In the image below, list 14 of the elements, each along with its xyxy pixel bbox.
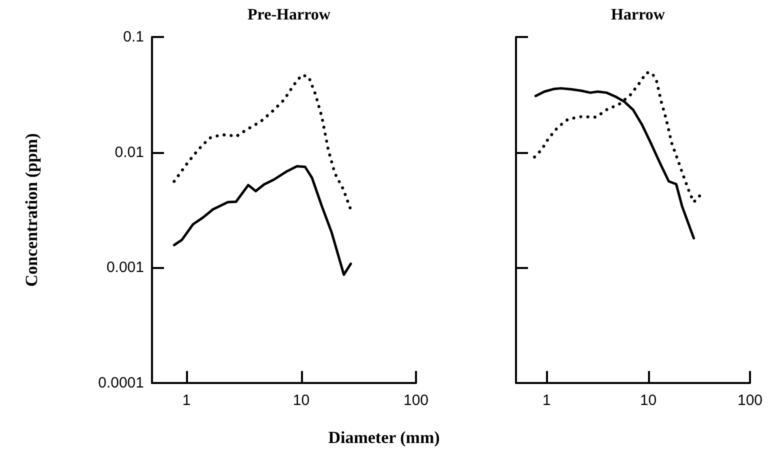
x-tick-label: 10 (292, 392, 310, 409)
y-tick-label: 0.0001 (98, 374, 144, 392)
y-axis-title: Concentration (ppm) (22, 133, 41, 287)
chart-title: Harrow (611, 6, 666, 24)
x-tick-label: 10 (640, 392, 657, 409)
chart-title: Pre-Harrow (248, 6, 331, 24)
x-tick-label: 100 (737, 392, 763, 409)
x-axis-title: Diameter (mm) (327, 428, 441, 448)
y-tick-label: 0.001 (106, 259, 144, 276)
y-tick-label: 0.01 (114, 144, 144, 161)
y-tick-label: 0.1 (123, 28, 144, 46)
x-tick-label: 1 (542, 392, 551, 409)
x-tick-label: 100 (403, 392, 429, 409)
x-tick-label: 1 (182, 392, 191, 409)
